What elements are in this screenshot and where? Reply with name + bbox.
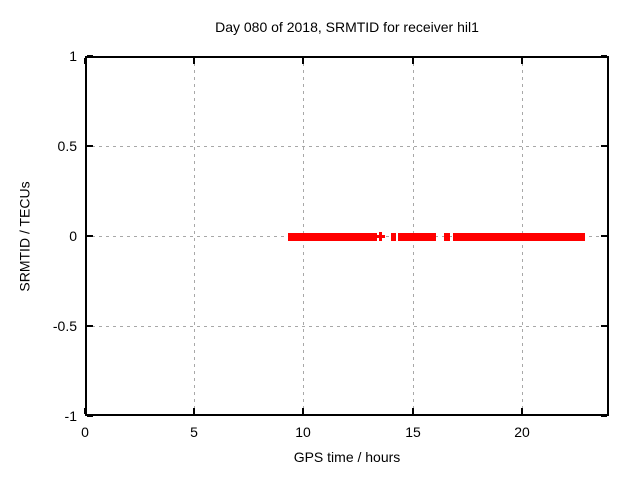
x-tick-top-0 bbox=[84, 58, 86, 64]
x-tick-bottom-5 bbox=[193, 408, 195, 414]
x-tick-label-15: 15 bbox=[405, 424, 421, 440]
y-tick-left--0.5 bbox=[87, 325, 93, 327]
x-tick-bottom-10 bbox=[302, 408, 304, 414]
x-tick-bottom-0 bbox=[84, 408, 86, 414]
x-tick-top-15 bbox=[412, 58, 414, 64]
y-tick-label-1: 1 bbox=[69, 48, 77, 64]
x-tick-top-20 bbox=[521, 58, 523, 64]
x-tick-label-20: 20 bbox=[514, 424, 530, 440]
y-tick-left--1 bbox=[87, 415, 93, 417]
x-tick-top-10 bbox=[302, 58, 304, 64]
data-segment bbox=[453, 233, 585, 241]
x-tick-label-0: 0 bbox=[81, 424, 89, 440]
x-tick-bottom-15 bbox=[412, 408, 414, 414]
y-tick-label--1: -1 bbox=[64, 408, 77, 424]
x-tick-label-5: 5 bbox=[190, 424, 198, 440]
y-tick-right-1 bbox=[601, 55, 607, 57]
y-tick-label-0.5: 0.5 bbox=[57, 138, 77, 154]
y-tick-label--0.5: -0.5 bbox=[52, 318, 77, 334]
y-tick-right--0.5 bbox=[601, 325, 607, 327]
gridline-y-0.5 bbox=[85, 146, 609, 147]
y-tick-left-0 bbox=[87, 235, 93, 237]
x-tick-top-5 bbox=[193, 58, 195, 64]
y-tick-label-0: 0 bbox=[69, 228, 77, 244]
y-tick-right-0 bbox=[601, 235, 607, 237]
plot-area bbox=[84, 55, 609, 417]
plus-vertical-bar bbox=[379, 232, 382, 241]
x-tick-label-10: 10 bbox=[295, 424, 311, 440]
data-segment bbox=[398, 233, 436, 241]
chart-title: Day 080 of 2018, SRMTID for receiver hil… bbox=[215, 19, 479, 35]
x-tick-bottom-20 bbox=[521, 408, 523, 414]
y-tick-left-1 bbox=[87, 55, 93, 57]
y-tick-left-0.5 bbox=[87, 145, 93, 147]
data-segment bbox=[391, 233, 396, 241]
gridline-y--0.5 bbox=[85, 326, 609, 327]
data-segment bbox=[288, 233, 377, 241]
y-tick-right-0.5 bbox=[601, 145, 607, 147]
data-point-plus bbox=[376, 232, 385, 241]
data-segment bbox=[444, 233, 450, 241]
x-axis-label: GPS time / hours bbox=[293, 449, 401, 465]
y-tick-right--1 bbox=[601, 415, 607, 417]
